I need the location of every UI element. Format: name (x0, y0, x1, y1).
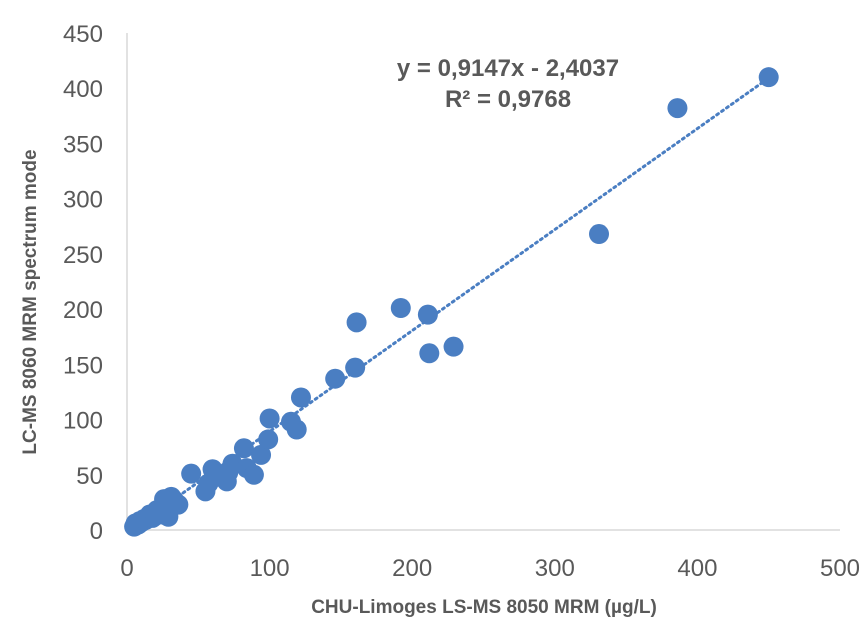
x-tick-label: 400 (677, 555, 717, 582)
data-point (419, 343, 440, 364)
data-point (325, 368, 346, 389)
data-points (124, 67, 779, 537)
y-tick-label: 50 (76, 463, 103, 490)
y-tick-label: 350 (63, 131, 103, 158)
y-tick-label: 100 (63, 408, 103, 435)
data-point (251, 444, 272, 465)
data-point (417, 304, 438, 325)
data-point (758, 67, 779, 88)
x-tick-label: 100 (250, 555, 290, 582)
x-tick-label: 500 (820, 555, 860, 582)
x-tick-label: 0 (120, 555, 133, 582)
y-axis-title: LC-MS 8060 MRM spectrum mode (20, 149, 41, 454)
y-tick-label: 450 (63, 21, 103, 48)
data-point (233, 438, 254, 459)
data-point (589, 224, 610, 245)
data-point (443, 336, 464, 357)
x-tick-label: 300 (535, 555, 575, 582)
trendline-path (132, 76, 771, 530)
data-point (258, 429, 279, 450)
x-tick-labels: 0 100 200 300 400 500 (120, 555, 860, 582)
y-tick-labels: 0 50 100 150 200 250 300 350 400 450 (63, 21, 103, 545)
data-point (290, 387, 311, 408)
data-point (168, 494, 189, 515)
data-point (181, 463, 202, 484)
y-tick-label: 150 (63, 352, 103, 379)
data-point (286, 419, 307, 440)
x-axis-title: CHU-Limoges LS-MS 8050 MRM (µg/L) (311, 597, 657, 618)
data-point (345, 357, 366, 378)
data-point (667, 98, 688, 119)
data-point (390, 298, 411, 319)
y-tick-label: 200 (63, 297, 103, 324)
data-point (243, 464, 264, 485)
x-tick-label: 200 (392, 555, 432, 582)
y-tick-label: 250 (63, 242, 103, 269)
y-tick-label: 300 (63, 187, 103, 214)
regression-equation: y = 0,9147x - 2,4037 (397, 55, 619, 82)
data-point (346, 312, 367, 333)
trendline (132, 76, 771, 530)
y-tick-label: 400 (63, 76, 103, 103)
data-point (259, 408, 280, 429)
r-squared-label: R² = 0,9768 (445, 86, 571, 113)
y-tick-label: 0 (90, 518, 103, 545)
